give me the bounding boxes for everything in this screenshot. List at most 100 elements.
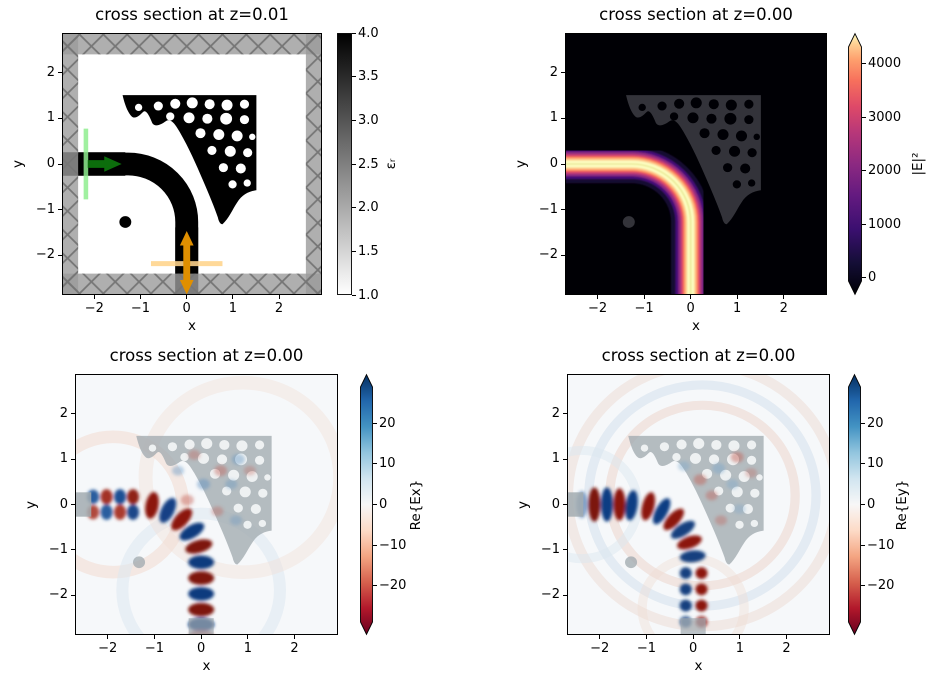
y-tick-label: −1: [540, 541, 560, 557]
y-tick-mark: [71, 413, 75, 415]
x-tick-label: 2: [290, 641, 299, 656]
y-tick-label: 2: [551, 405, 560, 421]
colorbar-tick-label: −20: [867, 578, 895, 594]
x-tick-label: 2: [779, 301, 788, 316]
subplot-re-ex: cross section at z=0.00 y x: [23, 347, 338, 674]
colorbar-tick-mark: [352, 32, 356, 34]
colorbar-tick-label: 4000: [868, 56, 902, 72]
colorbar-tick-mark: [373, 585, 377, 587]
colorbar-tick-label: 1000: [868, 216, 902, 232]
plot-title: cross section at z=0.00: [109, 346, 304, 365]
colorbar-tick-mark: [862, 63, 866, 65]
x-tick-label: 2: [782, 641, 791, 656]
colorbar-tick-mark: [861, 463, 865, 465]
y-tick-mark: [561, 72, 565, 74]
colorbar-tick-mark: [352, 163, 356, 165]
x-tick-label: −2: [590, 641, 610, 656]
y-tick-label: 1: [46, 110, 55, 126]
y-tick-mark: [71, 458, 75, 460]
x-tick-mark: [107, 635, 109, 639]
x-tick-mark: [739, 635, 741, 639]
colorbar-tick-mark: [352, 76, 356, 78]
field-lobes: [87, 489, 215, 634]
y-tick-mark: [58, 72, 62, 74]
x-tick-label: −2: [587, 301, 608, 316]
colorbar-tick-mark: [862, 170, 866, 172]
colorbar-gradient-binary: [337, 33, 352, 295]
x-tick-label: −1: [634, 301, 654, 316]
colorbar-tick-label: 10: [379, 456, 396, 472]
x-tick-label: 0: [686, 301, 695, 316]
colorbar-label: Re{Ey}: [894, 479, 910, 530]
colorbar-tick-label: 10: [867, 456, 884, 472]
colorbar-tick-label: 0: [868, 270, 877, 286]
x-tick-mark: [599, 635, 601, 639]
x-tick-label: 1: [243, 641, 252, 656]
y-tick-label: −2: [540, 587, 560, 603]
colorbar-tick-label: 3.0: [358, 112, 379, 128]
y-tick-mark: [563, 413, 567, 415]
y-tick-mark: [563, 504, 567, 505]
plot-title: cross section at z=0.01: [95, 5, 289, 24]
colorbar-re-ex: Re{Ex} 20 10 0 −10 −20: [360, 373, 424, 636]
colorbar-tick-mark: [352, 119, 356, 121]
colorbar-tick-label: 2.5: [358, 156, 379, 172]
colorbar-tick-label: 1.5: [358, 243, 379, 259]
colorbar-tick-label: −10: [867, 537, 895, 553]
y-tick-mark: [58, 163, 62, 165]
colorbar-tick-mark: [352, 207, 356, 209]
y-tick-label: 1: [59, 451, 68, 467]
x-tick-mark: [692, 635, 694, 639]
x-tick-mark: [186, 295, 188, 299]
x-tick-mark: [232, 295, 234, 299]
plot-area-re-ey: [567, 374, 830, 635]
y-tick-mark: [563, 549, 567, 551]
y-axis-label: y: [10, 160, 26, 168]
x-tick-mark: [783, 295, 785, 299]
y-tick-label: 1: [549, 110, 558, 126]
colorbar-tick-mark: [861, 504, 865, 505]
y-axis-label: y: [23, 500, 39, 509]
intensity-heatmap: [566, 34, 826, 294]
colorbar-tick-mark: [352, 294, 356, 296]
y-tick-mark: [561, 117, 565, 119]
colorbar-tick-mark: [861, 585, 865, 587]
field-scatter: [171, 449, 256, 526]
y-tick-label: 0: [551, 496, 560, 512]
colorbar-tick-mark: [373, 544, 377, 546]
y-tick-mark: [58, 254, 62, 256]
x-tick-mark: [93, 295, 95, 299]
y-axis-label: y: [513, 160, 529, 168]
colorbar-permittivity: εᵣ 4.0 3.5 3.0 2.5 2.0 1.5 1.0: [337, 26, 399, 303]
x-tick-label: 1: [733, 301, 742, 316]
x-axis-label: x: [202, 658, 211, 674]
y-tick-mark: [561, 209, 565, 211]
plot-title: cross section at z=0.00: [601, 346, 796, 365]
colorbar-tick-mark: [861, 544, 865, 546]
y-tick-label: −1: [48, 541, 68, 557]
re-ex-heatmap: [76, 375, 337, 634]
colorbar-tick-label: −20: [379, 578, 407, 594]
colorbar-tick-mark: [862, 116, 866, 118]
y-tick-label: 2: [46, 64, 55, 80]
colorbar-tick-mark: [373, 463, 377, 465]
y-tick-mark: [58, 117, 62, 119]
field-ripples: [76, 375, 337, 634]
x-axis-label: x: [692, 318, 700, 334]
colorbar-tick-mark: [861, 422, 865, 424]
x-tick-mark: [645, 635, 647, 639]
y-tick-mark: [561, 254, 565, 256]
plot-area-re-ex: [75, 374, 338, 635]
colorbar-tick-mark: [373, 504, 377, 505]
permittivity-heatmap: [63, 34, 321, 294]
x-tick-label: 2: [274, 301, 284, 316]
pml-hatch: [63, 34, 321, 294]
colorbar-tick-label: 0: [379, 497, 388, 512]
colorbar-tick-label: 20: [379, 415, 396, 431]
x-tick-label: −2: [98, 641, 118, 656]
colorbar-gradient-magma: [848, 32, 862, 296]
y-tick-label: 0: [59, 496, 68, 512]
y-tick-mark: [71, 549, 75, 551]
x-tick-mark: [153, 635, 155, 639]
colorbar-tick-mark: [352, 250, 356, 252]
